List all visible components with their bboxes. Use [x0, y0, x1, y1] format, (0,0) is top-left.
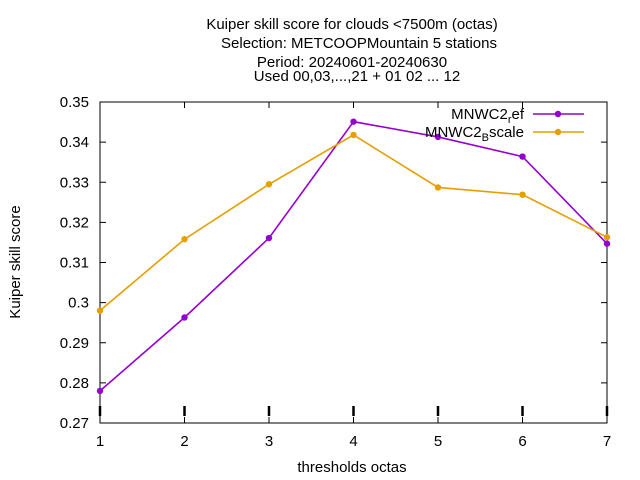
data-point [265, 234, 273, 242]
title-line-4: Used 00,03,...,21 + 01 02 ... 12 [254, 68, 460, 85]
y-axis-ticks: 0.27 0.28 0.29 0.3 0.31 0.32 0.33 0.34 0.35 [60, 94, 607, 432]
x-tick-label: 1 [96, 433, 104, 450]
data-point [603, 234, 611, 241]
series-layer [96, 118, 611, 395]
data-point [519, 153, 526, 160]
x-axis-label: thresholds octas [297, 459, 406, 476]
data-point [181, 236, 188, 243]
y-axis-label: Kuiper skill score [7, 205, 24, 318]
legend-swatch-point [554, 110, 562, 118]
legend-label: MNWC2Bscale [425, 124, 524, 144]
legend-label-base: MNWC2 [425, 124, 482, 141]
legend-label: MNWC2ref [451, 106, 525, 126]
x-tick-label: 5 [434, 433, 442, 450]
data-point [96, 387, 104, 395]
x-tick-label: 3 [265, 433, 273, 450]
data-point [350, 131, 357, 139]
series-1 [96, 118, 611, 395]
legend-label-base: MNWC2 [451, 106, 508, 123]
x-tick-label: 4 [349, 433, 357, 450]
title-line-2: Selection: METCOOPMountain 5 stations [221, 35, 497, 52]
title-line-1: Kuiper skill score for clouds <7500m (oc… [206, 16, 497, 33]
plot-frame [99, 101, 608, 424]
data-point [96, 307, 104, 314]
data-point [434, 133, 442, 141]
y-tick-label: 0.27 [60, 415, 89, 432]
y-tick-label: 0.3 [68, 295, 89, 312]
y-tick-label: 0.31 [60, 255, 89, 272]
legend-swatch-point [554, 128, 562, 136]
series-2 [96, 131, 611, 314]
legend-entry-2: MNWC2Bscale [425, 124, 584, 144]
y-tick-label: 0.35 [60, 94, 89, 111]
data-point [181, 314, 188, 321]
x-tick-label: 7 [603, 433, 611, 450]
data-point [434, 184, 442, 191]
y-tick-label: 0.32 [60, 214, 89, 231]
data-point [519, 191, 526, 198]
y-tick-label: 0.34 [60, 134, 89, 151]
series-line [99, 120, 608, 392]
data-point [265, 181, 273, 188]
data-point [603, 240, 611, 247]
x-axis-ticks: 1 2 3 4 5 6 7 [96, 102, 611, 450]
legend-label-subscript: r [508, 114, 512, 126]
x-tick-label: 2 [180, 433, 188, 450]
y-tick-label: 0.28 [60, 375, 89, 392]
title-line-3: Period: 20240601-20240630 [257, 54, 447, 71]
data-point [350, 118, 357, 125]
legend-label-tail: scale [489, 124, 524, 141]
legend-label-subscript: B [482, 132, 489, 144]
series-line [99, 133, 608, 312]
legend-label-tail: ef [511, 106, 524, 123]
y-tick-label: 0.29 [60, 335, 89, 352]
y-tick-label: 0.33 [60, 174, 89, 191]
chart-title: Kuiper skill score for clouds <7500m (oc… [206, 16, 497, 85]
x-tick-label: 6 [518, 433, 526, 450]
legend-entry-1: MNWC2ref [451, 106, 584, 126]
